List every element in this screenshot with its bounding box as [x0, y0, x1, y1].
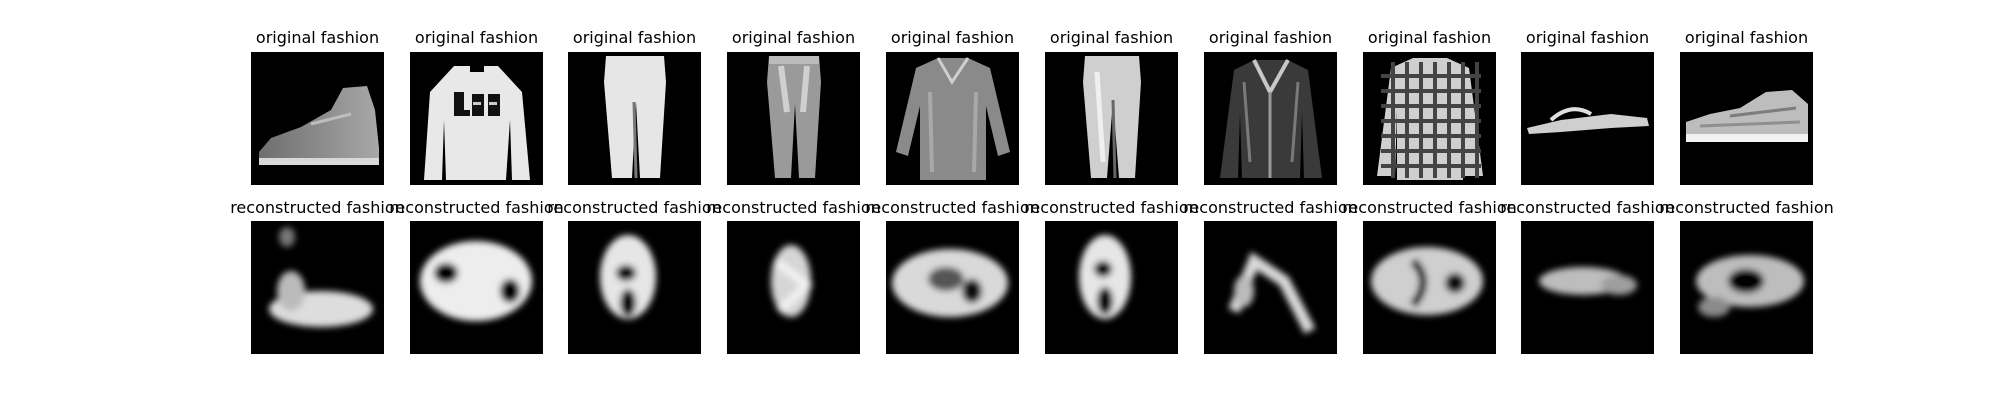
original-image	[1204, 52, 1337, 185]
shirt-check-image	[1363, 52, 1496, 185]
blurry-blob-image	[1204, 221, 1337, 354]
blurry-blob-image	[410, 221, 543, 354]
original-image	[410, 52, 543, 185]
panel-title: original fashion	[1684, 28, 1809, 47]
reconstructed-image	[251, 221, 384, 354]
trouser-light-image	[1045, 52, 1178, 185]
trouser-image	[568, 52, 701, 185]
panel-title: reconstructed fashion	[547, 198, 722, 217]
trouser-dark-image	[727, 52, 860, 185]
original-image	[1521, 52, 1654, 185]
reconstructed-image	[1204, 221, 1337, 354]
original-image	[886, 52, 1019, 185]
panel-title: reconstructed fashion	[230, 198, 405, 217]
original-image	[251, 52, 384, 185]
panel-title: reconstructed fashion	[1500, 198, 1675, 217]
original-image	[1363, 52, 1496, 185]
blurry-blob-image	[568, 221, 701, 354]
panel-title: reconstructed fashion	[865, 198, 1040, 217]
panel-title: reconstructed fashion	[706, 198, 881, 217]
panel-title: reconstructed fashion	[1183, 198, 1358, 217]
panel-title: reconstructed fashion	[1342, 198, 1517, 217]
reconstructed-image	[727, 221, 860, 354]
shirt-image	[886, 52, 1019, 185]
blurry-blob-image	[1045, 221, 1178, 354]
panel-title: original fashion	[1525, 28, 1650, 47]
panel-title: original fashion	[890, 28, 1015, 47]
sneaker-image	[1680, 52, 1813, 185]
panel-title: original fashion	[1367, 28, 1492, 47]
reconstructed-image	[1045, 221, 1178, 354]
blurry-blob-image	[1680, 221, 1813, 354]
reconstructed-image	[568, 221, 701, 354]
blurry-blob-image	[886, 221, 1019, 354]
ankle-boot-image	[251, 52, 384, 185]
panel-title: original fashion	[414, 28, 539, 47]
panel-title: original fashion	[255, 28, 380, 47]
blurry-blob-image	[727, 221, 860, 354]
panel-title: reconstructed fashion	[389, 198, 564, 217]
original-image	[1045, 52, 1178, 185]
panel-title: original fashion	[1049, 28, 1174, 47]
reconstructed-image	[1680, 221, 1813, 354]
blurry-blob-image	[1521, 221, 1654, 354]
reconstructed-image	[410, 221, 543, 354]
panel-title: reconstructed fashion	[1024, 198, 1199, 217]
panel-title: original fashion	[1208, 28, 1333, 47]
sandal-image	[1521, 52, 1654, 185]
blurry-blob-image	[1363, 221, 1496, 354]
panel-title: original fashion	[572, 28, 697, 47]
original-image	[568, 52, 701, 185]
reconstructed-image	[1363, 221, 1496, 354]
original-image	[727, 52, 860, 185]
pullover-image	[410, 52, 543, 185]
reconstructed-image	[1521, 221, 1654, 354]
reconstructed-image	[886, 221, 1019, 354]
panel-title: reconstructed fashion	[1659, 198, 1834, 217]
coat-image	[1204, 52, 1337, 185]
panel-title: original fashion	[731, 28, 856, 47]
original-image	[1680, 52, 1813, 185]
blurry-blob-image	[251, 221, 384, 354]
